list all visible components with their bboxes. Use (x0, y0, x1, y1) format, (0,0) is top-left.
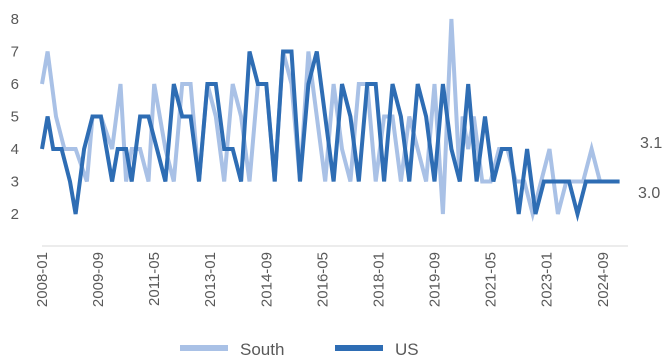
end-label-1: 3.0 (638, 185, 660, 202)
series-line-us (40, 49, 620, 222)
legend: South US (180, 340, 419, 356)
y-tick-label: 4 (11, 141, 19, 158)
y-tick-label: 5 (11, 109, 19, 126)
x-tick-label: 2008-01 (34, 252, 51, 307)
x-tick-label: 2014-09 (258, 252, 275, 307)
x-tick-label: 2024-09 (595, 252, 612, 307)
y-tick-label: 6 (11, 76, 19, 93)
y-tick-label: 7 (11, 44, 19, 61)
y-tick-label: 2 (11, 206, 19, 223)
x-tick-label: 2021-05 (483, 252, 500, 307)
series-layer (40, 18, 620, 222)
y-tick-label: 8 (11, 11, 19, 28)
x-tick-label: 2009-09 (90, 252, 107, 307)
x-tick-label: 2011-05 (146, 252, 163, 306)
y-axis-ticks: 2 3 4 5 6 7 8 (11, 11, 19, 223)
x-tick-label: 2023-01 (539, 252, 556, 307)
end-label-0: 3.1 (640, 135, 662, 152)
y-tick-label: 3 (11, 174, 19, 191)
end-labels: 3.1 3.0 (638, 135, 662, 202)
x-tick-label: 2013-01 (202, 252, 219, 307)
x-tick-label: 2018-01 (370, 252, 387, 307)
x-tick-label: 2016-05 (314, 252, 331, 307)
legend-label-us: US (395, 340, 419, 356)
legend-label-south: South (240, 340, 284, 356)
x-axis-ticks: 2008-01 2009-09 2011-05 2013-01 2014-09 2016-… (34, 252, 612, 307)
x-tick-label: 2019-09 (427, 252, 444, 307)
